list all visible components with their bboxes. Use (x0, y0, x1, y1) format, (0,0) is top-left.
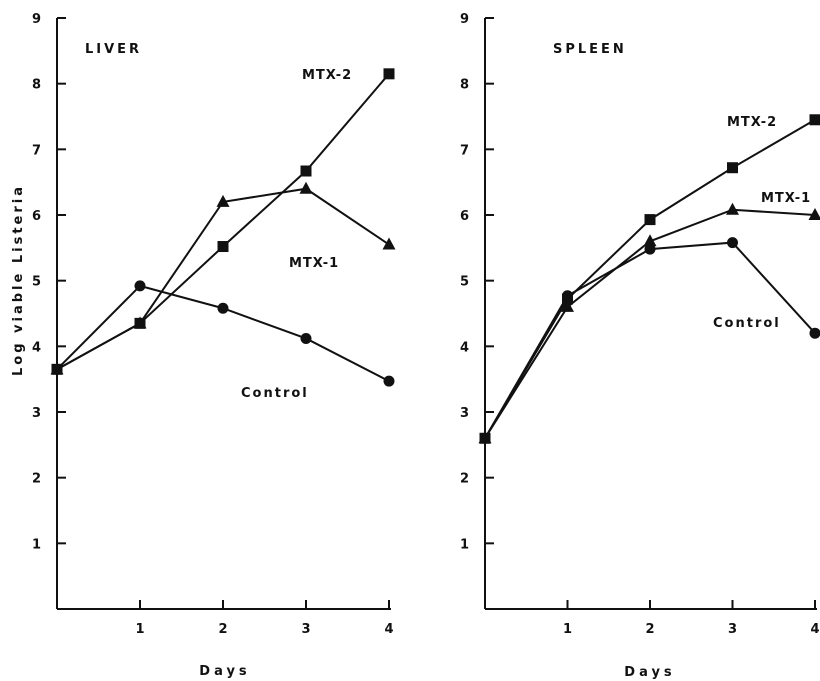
spleen-y-tick-label: 9 (460, 12, 469, 27)
liver-y-tick-label: 8 (32, 78, 41, 93)
liver-mtx-2-point (300, 165, 312, 177)
liver-x-axis-label: Days (199, 664, 250, 679)
spleen-y-tick-label: 2 (460, 472, 469, 487)
liver-x-tick-label: 1 (135, 622, 144, 637)
spleen-mtx-1-point (561, 299, 574, 312)
spleen-y-tick-label: 7 (460, 143, 469, 158)
liver-y-tick-label: 6 (32, 209, 41, 224)
liver-x-tick-label: 4 (384, 622, 393, 637)
spleen-x-tick-label: 2 (645, 622, 654, 637)
spleen-y-tick-label: 8 (460, 78, 469, 93)
liver-control-line (56, 284, 390, 383)
spleen-control-point (727, 237, 738, 249)
liver-x-tick-label: 2 (218, 622, 227, 637)
spleen-x-tick-label: 3 (728, 622, 737, 637)
spleen-mtx-1-point (726, 202, 739, 215)
liver-control-point (217, 302, 229, 314)
spleen-control-point (809, 327, 820, 339)
spleen-mtx-1-point (808, 208, 820, 220)
liver-control-point (383, 375, 395, 387)
spleen-legend-mtx-1: MTX-1 (761, 191, 811, 206)
y-axis-label: Log viable Listeria (11, 184, 26, 376)
spleen-y-tick-label: 6 (460, 209, 469, 224)
liver-mtx-1-point (216, 194, 230, 207)
liver-mtx-1-point (382, 237, 396, 250)
spleen-y-tick-label: 3 (460, 406, 469, 421)
liver-panel: LIVER Days Log viable Listeria MTX-2 MTX… (11, 12, 396, 679)
liver-y-tick-label: 5 (32, 275, 41, 290)
liver-mtx-2-point (217, 241, 229, 253)
spleen-mtx-2-point (809, 114, 820, 126)
spleen-control-point (644, 243, 656, 255)
spleen-legend-control: Control (713, 316, 781, 331)
liver-legend-control: Control (241, 386, 309, 401)
spleen-control-point (479, 432, 491, 444)
liver-mtx-2-point (383, 68, 395, 80)
liver-legend-mtx-2: MTX-2 (302, 68, 352, 83)
spleen-mtx-2-point (644, 214, 656, 226)
spleen-control-point (562, 290, 573, 302)
spleen-mtx-2-point (727, 162, 738, 174)
spleen-x-tick-label: 1 (563, 622, 572, 637)
spleen-x-tick-label: 4 (810, 622, 819, 637)
liver-y-tick-label: 2 (32, 472, 41, 487)
liver-mtx-2-line (56, 73, 390, 371)
spleen-y-tick-label: 4 (460, 340, 469, 355)
liver-mtx-1-point (299, 181, 313, 194)
liver-y-tick-label: 3 (32, 406, 41, 421)
spleen-x-axis-label: Days (624, 665, 675, 680)
spleen-control-line (484, 241, 816, 439)
liver-mtx-1-point (133, 316, 147, 329)
liver-control-point (300, 332, 312, 344)
spleen-y-tick-label: 1 (460, 537, 469, 552)
spleen-legend-mtx-2: MTX-2 (727, 115, 777, 130)
liver-mtx-1-line (56, 187, 390, 371)
liver-y-tick-label: 1 (32, 537, 41, 552)
liver-y-tick-label: 4 (32, 340, 41, 355)
liver-x-tick-label: 3 (301, 622, 310, 637)
spleen-y-tick-label: 5 (460, 275, 469, 290)
liver-legend-mtx-1: MTX-1 (289, 256, 339, 271)
liver-y-tick-label: 9 (32, 12, 41, 27)
liver-y-tick-label: 7 (32, 143, 41, 158)
spleen-mtx-1-point (643, 234, 657, 247)
liver-control-point (134, 280, 146, 292)
spleen-panel: SPLEEN Days MTX-2 MTX-1 Control 1 2 3 4 5 6 7 8… (460, 12, 820, 680)
liver-panel-label: LIVER (85, 42, 142, 57)
spleen-panel-label: SPLEEN (553, 42, 627, 57)
liver-control-point (51, 363, 63, 375)
